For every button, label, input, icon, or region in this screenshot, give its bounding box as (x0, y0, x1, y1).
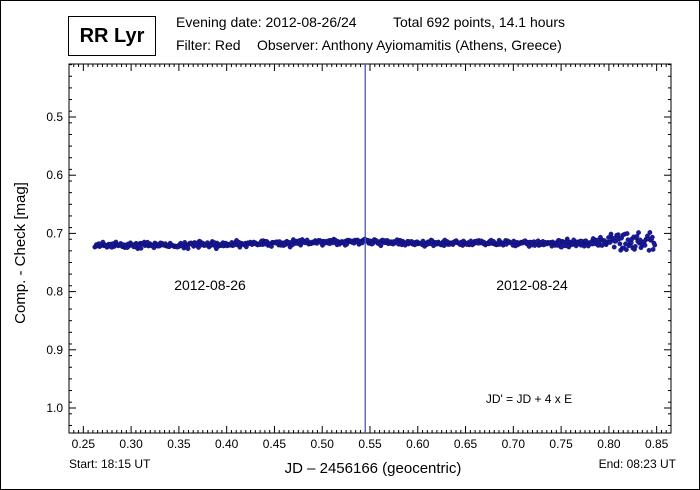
data-points (92, 230, 658, 253)
y-axis-label: Comp. - Check [mag] (12, 182, 29, 324)
filter-label: Filter: Red (176, 37, 241, 53)
x-tick-label: 0.60 (406, 437, 430, 451)
object-name-box: RR Lyr (68, 16, 156, 56)
x-tick-label: 0.35 (167, 437, 191, 451)
data-point (636, 230, 641, 235)
x-tick-label: 0.85 (645, 437, 669, 451)
x-tick-label: 0.55 (358, 437, 382, 451)
x-tick-label: 0.50 (311, 437, 335, 451)
data-point (617, 241, 623, 247)
formula-label: JD' = JD + 4 x E (486, 392, 572, 406)
data-point (611, 244, 617, 250)
y-tick-label: 0.9 (46, 343, 63, 357)
end-time: End: 08:23 UT (598, 457, 676, 471)
data-point (649, 234, 655, 240)
data-point (624, 231, 630, 236)
data-point (138, 245, 144, 251)
start-time: Start: 18:15 UT (69, 457, 151, 471)
x-tick-label: 0.25 (72, 437, 96, 451)
right-date-label: 2012-08-24 (496, 277, 568, 293)
data-point (378, 243, 384, 249)
x-tick-label: 0.75 (549, 437, 573, 451)
evening-date: Evening date: 2012-08-26/24 (176, 14, 357, 30)
total-points: Total 692 points, 14.1 hours (393, 14, 566, 30)
data-point (615, 232, 621, 238)
y-tick-label: 0.7 (46, 226, 63, 240)
y-tick-label: 0.6 (46, 168, 63, 182)
left-date-label: 2012-08-26 (174, 277, 246, 293)
x-tick-label: 0.70 (502, 437, 526, 451)
y-tick-label: 0.5 (46, 110, 63, 124)
y-tick-label: 0.8 (46, 285, 63, 299)
x-axis-label: JD – 2456166 (geocentric) (285, 460, 462, 477)
axis-ticks: 0.25 0.30 0.35 0.40 0.45 0.50 0.55 0.60 0.65 0.70… (46, 64, 672, 451)
object-name: RR Lyr (79, 24, 145, 47)
data-point (647, 230, 653, 235)
x-tick-label: 0.80 (597, 437, 621, 451)
data-point (652, 242, 658, 248)
data-point (646, 247, 652, 253)
data-point (642, 242, 648, 248)
x-tick-label: 0.65 (454, 437, 478, 451)
data-point (650, 247, 656, 252)
x-tick-label: 0.45 (263, 437, 287, 451)
observer-label: Observer: Anthony Ayiomamitis (Athens, G… (257, 37, 562, 53)
data-point (632, 243, 638, 249)
data-point (185, 246, 191, 252)
data-point (623, 247, 629, 253)
x-tick-label: 0.40 (215, 437, 239, 451)
x-tick-label: 0.30 (119, 437, 143, 451)
plot-area (68, 63, 672, 434)
y-tick-label: 1.0 (46, 401, 63, 415)
